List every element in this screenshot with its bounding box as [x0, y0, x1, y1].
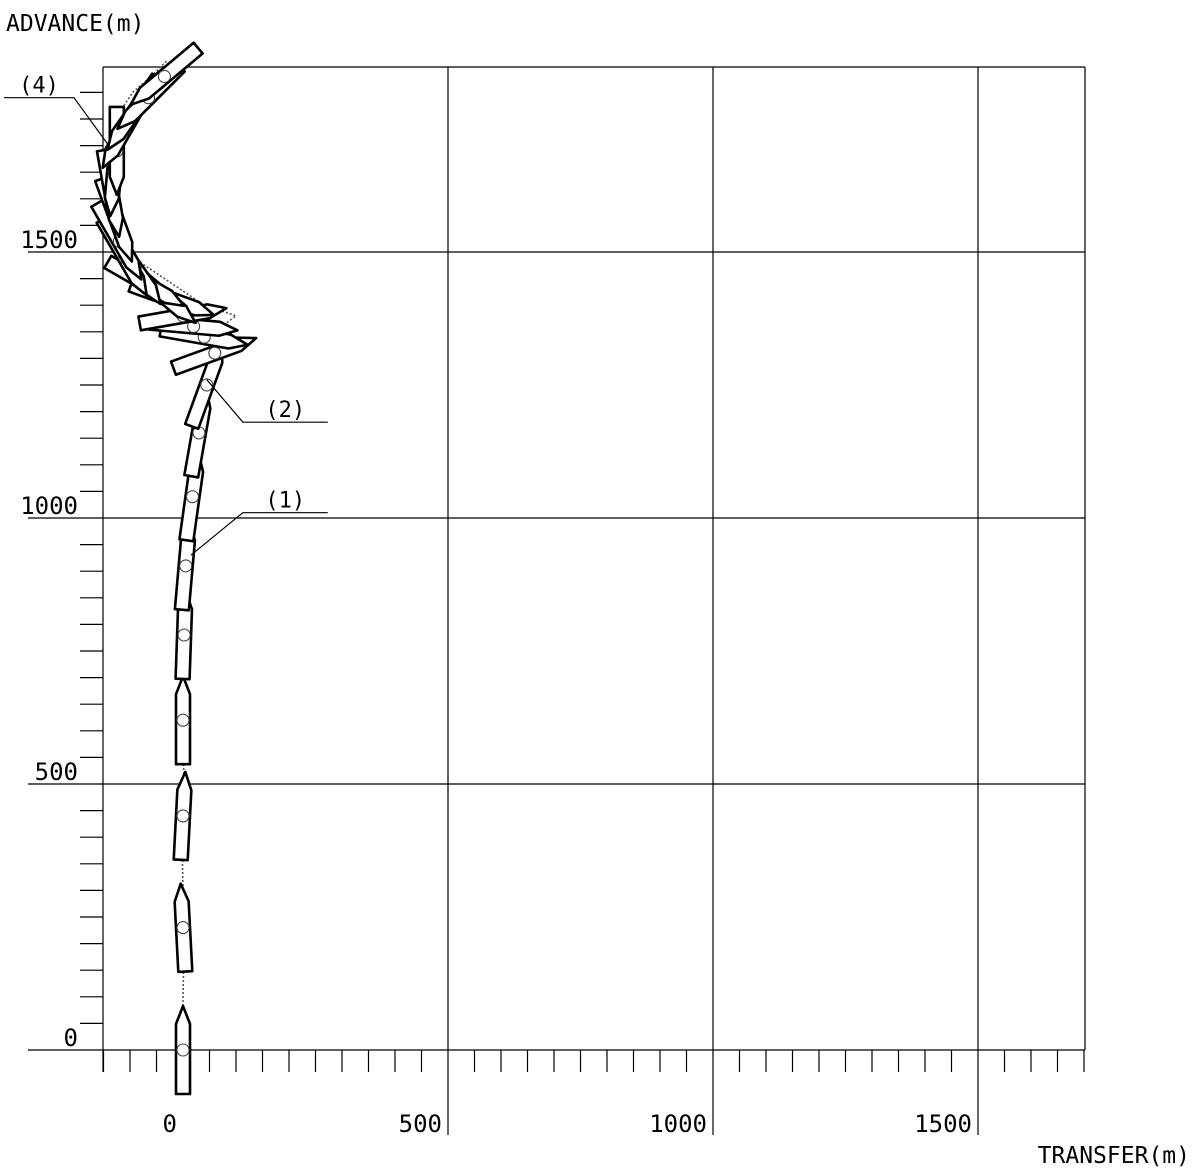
ship-center-mark: [176, 921, 190, 935]
ship-center-mark: [176, 1043, 190, 1057]
callout-leader: [206, 379, 328, 423]
x-tick-label-0: 0: [163, 1110, 177, 1138]
ship-outline: [174, 674, 192, 766]
ship-outline: [172, 770, 193, 862]
ship-center-mark: [176, 809, 190, 823]
ship-hull: [173, 882, 194, 974]
ship-outline: [173, 882, 194, 974]
ship-center-mark: [176, 713, 190, 727]
callout-leader: [190, 512, 328, 556]
y-tick-label-500: 500: [35, 758, 78, 786]
x-axis-title: TRANSFER(m): [1038, 1143, 1190, 1169]
minor-ticks: [80, 91, 1085, 1072]
x-tick-label-1000: 1000: [649, 1110, 707, 1138]
ship-center-mark: [157, 69, 171, 83]
callout-label: (1): [265, 489, 305, 514]
ship-outline: [174, 1004, 192, 1096]
ship-center-mark: [179, 559, 193, 573]
x-tick-label-1500: 1500: [914, 1110, 972, 1138]
callout-label: (4): [19, 74, 59, 99]
ship-center-mark: [177, 628, 191, 642]
y-axis-title: ADVANCE(m): [6, 11, 144, 37]
ship-hull: [129, 41, 204, 106]
grid: [28, 66, 1086, 1135]
ship-hull: [174, 1004, 192, 1096]
ship-outline: [129, 41, 204, 106]
ship-center-mark: [208, 346, 222, 360]
callouts: (1) (2) (4): [4, 74, 328, 556]
tick-labels: 0 500 1000 1500 0 500 1000 1500: [20, 226, 972, 1138]
callout-leader: [4, 97, 110, 146]
y-tick-label-0: 0: [64, 1024, 78, 1052]
ship-hull: [174, 674, 192, 766]
callout-label: (2): [265, 398, 305, 423]
ship-center-mark: [185, 490, 200, 504]
y-tick-label-1500: 1500: [20, 226, 78, 254]
x-tick-label-500: 500: [399, 1110, 442, 1138]
y-tick-label-1000: 1000: [20, 492, 78, 520]
track-line: [102, 59, 238, 1050]
ship-outlines: [90, 41, 258, 1096]
ship-hull: [172, 770, 193, 862]
